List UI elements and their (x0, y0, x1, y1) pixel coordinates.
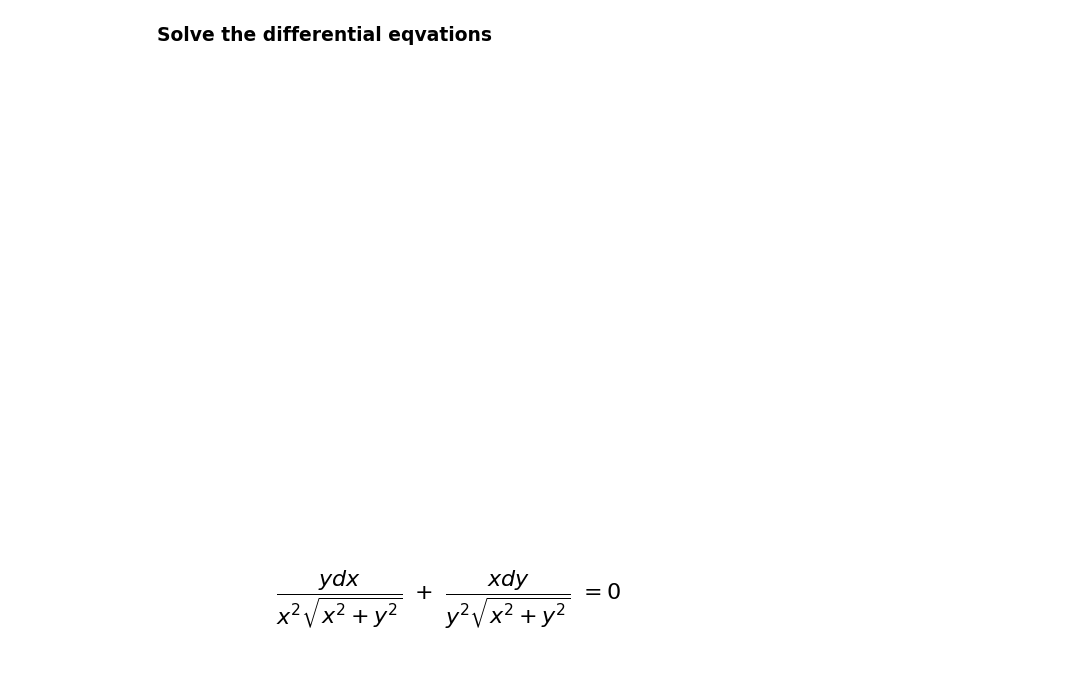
Text: $\dfrac{ydx}{x^{2}\sqrt{x^{2}+y^{2}}}$$\ +\ $$\dfrac{xdy}{y^{2}\sqrt{x^{2}+y^{2}: $\dfrac{ydx}{x^{2}\sqrt{x^{2}+y^{2}}}$$\… (275, 569, 621, 632)
Text: Solve the differential eqvations: Solve the differential eqvations (157, 26, 491, 45)
